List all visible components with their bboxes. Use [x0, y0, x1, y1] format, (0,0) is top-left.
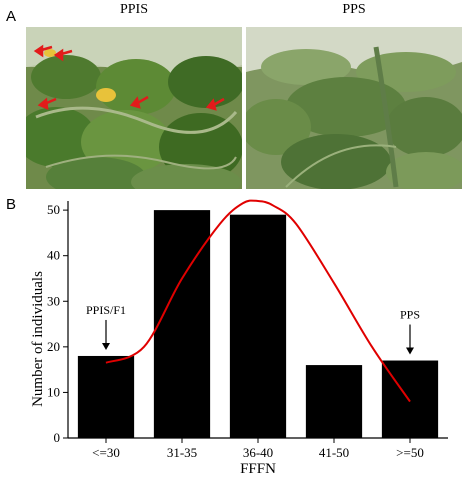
y-axis-label: Number of individuals — [30, 271, 46, 407]
x-tick-label: 36-40 — [243, 445, 273, 460]
y-tick-label: 30 — [47, 293, 60, 308]
x-axis-label: FFFN — [240, 461, 276, 477]
bar-1 — [153, 210, 211, 438]
photo-title-pps: PPS — [342, 2, 366, 17]
y-tick-label: 50 — [47, 202, 60, 217]
panel-a-label: A — [6, 8, 17, 25]
pps-photo-graphic — [246, 27, 462, 189]
chart-annotations: PPIS/F1 PPS — [86, 303, 420, 355]
x-tick-label: 41-50 — [319, 445, 349, 460]
annotation-label-0: PPIS/F1 — [86, 303, 126, 317]
annotation-arrowhead-0 — [102, 342, 110, 350]
y-tick-label: 10 — [47, 384, 60, 399]
annotation-arrowhead-1 — [406, 347, 414, 355]
y-tick-label: 40 — [47, 248, 60, 263]
ppis-plant-photo — [26, 27, 242, 189]
ppis-photo-graphic — [26, 27, 242, 189]
bar-0 — [77, 355, 135, 438]
panel-b-label: B — [6, 196, 17, 213]
pps-plant-photo — [246, 27, 462, 189]
chart-bars — [77, 210, 439, 438]
photo-title-ppis: PPIS — [119, 2, 149, 17]
bar-3 — [305, 365, 363, 438]
distribution-curve — [105, 199, 411, 403]
y-tick-label: 0 — [54, 430, 61, 445]
distribution-curve-layer — [105, 199, 411, 403]
bar-2 — [229, 214, 287, 438]
x-tick-label: 31-35 — [167, 445, 197, 460]
x-tick-label: >=50 — [396, 445, 424, 460]
x-tick-label: <=30 — [92, 445, 120, 460]
fffn-distribution-chart: 0 10 20 30 40 50 <=30 31-35 36-40 41-50 >=50 PPIS/… — [30, 199, 448, 477]
annotation-label-1: PPS — [400, 308, 420, 322]
y-tick-label: 20 — [47, 339, 60, 354]
